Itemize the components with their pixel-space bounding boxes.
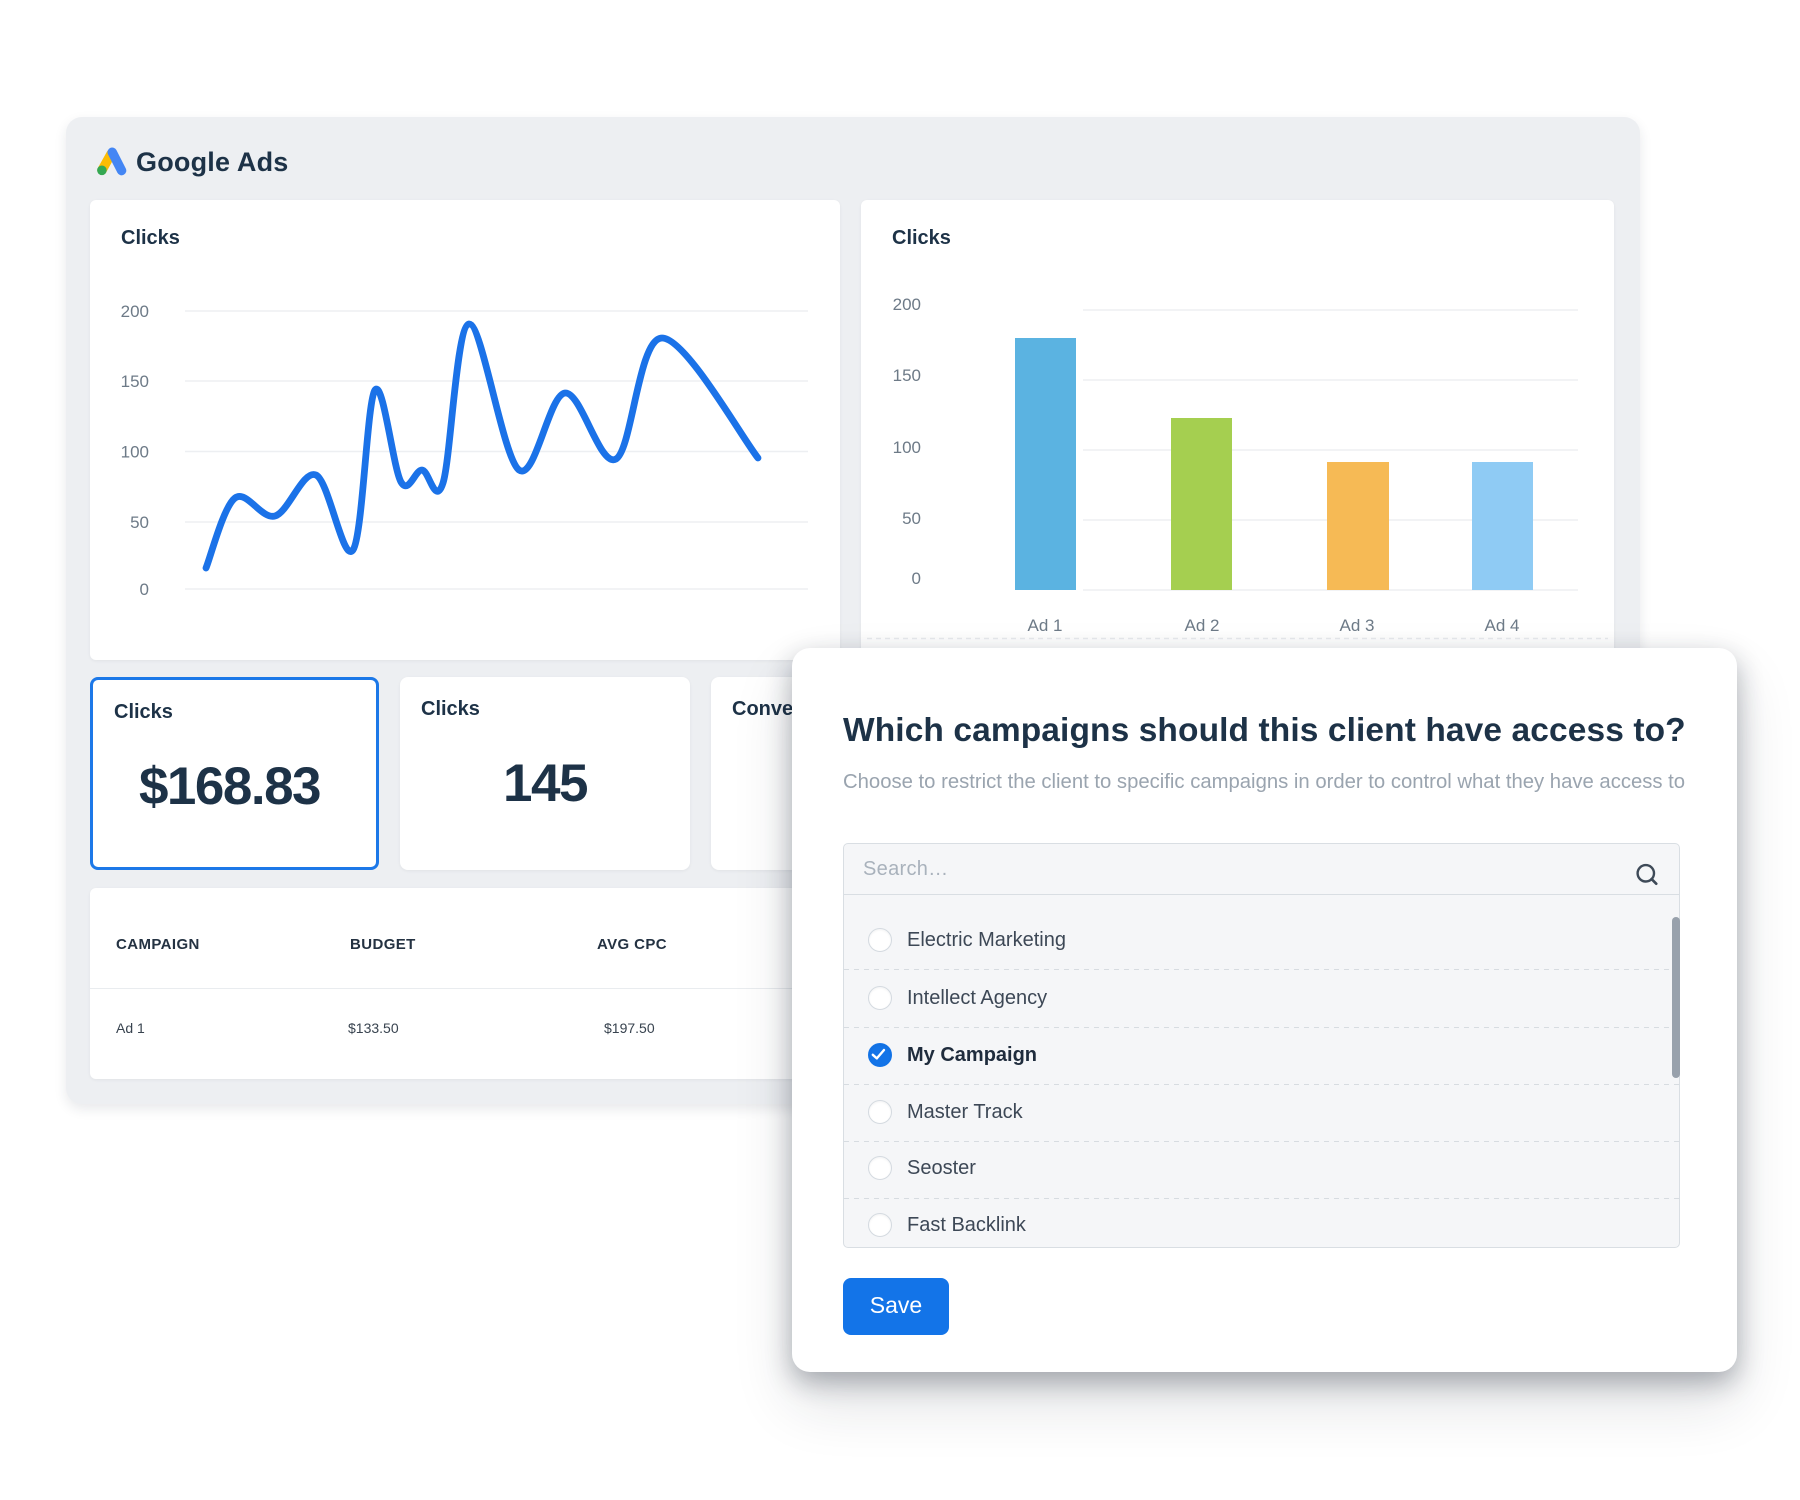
svg-text:100: 100 — [893, 438, 921, 457]
svg-text:Ad 2: Ad 2 — [1185, 616, 1220, 635]
svg-text:Ad 4: Ad 4 — [1485, 616, 1520, 635]
svg-text:100: 100 — [121, 443, 149, 462]
svg-text:200: 200 — [121, 302, 149, 321]
svg-text:50: 50 — [902, 509, 921, 528]
svg-text:150: 150 — [893, 366, 921, 385]
svg-text:150: 150 — [121, 372, 149, 391]
svg-text:50: 50 — [130, 513, 149, 532]
svg-text:200: 200 — [893, 295, 921, 314]
svg-text:0: 0 — [912, 569, 921, 588]
svg-text:Ad 3: Ad 3 — [1340, 616, 1375, 635]
svg-text:0: 0 — [140, 580, 149, 599]
svg-text:Ad 1: Ad 1 — [1028, 616, 1063, 635]
